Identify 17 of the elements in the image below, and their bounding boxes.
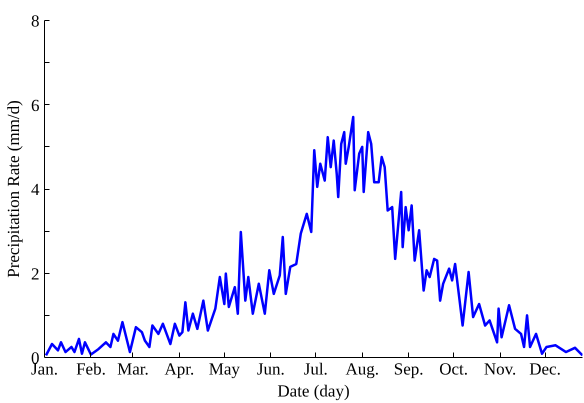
x-tick-label: Apr. [164, 360, 194, 378]
y-tick-label: 2 [31, 264, 40, 284]
x-tick-label: Jul. [304, 360, 328, 378]
y-axis-title: Precipitation Rate (mm/d) [4, 100, 23, 278]
x-tick-label: Dec. [529, 360, 561, 378]
x-axis-title: Date (day) [277, 382, 350, 400]
x-tick-label: Mar. [117, 360, 149, 378]
y-tick-label: 4 [31, 180, 40, 199]
y-tick-label: 8 [31, 12, 40, 30]
x-tick-label: Sep. [394, 360, 424, 378]
x-tick-label: Aug. [345, 360, 379, 378]
x-tick-label: Nov. [484, 360, 516, 378]
x-tick-label: Oct. [439, 360, 468, 378]
x-tick-label: Jun. [256, 360, 285, 378]
x-tick-label: May [208, 360, 240, 378]
y-tick-label: 6 [31, 96, 40, 115]
x-tick-label: Feb. [76, 360, 106, 378]
